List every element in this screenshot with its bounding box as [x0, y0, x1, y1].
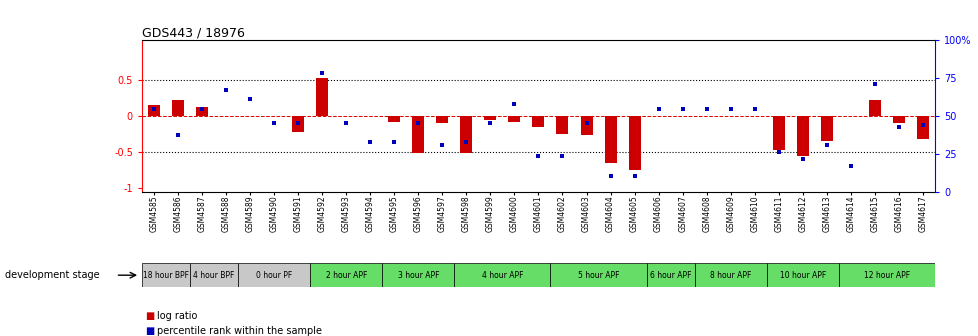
Bar [820, 116, 832, 141]
Text: 12 hour APF: 12 hour APF [863, 271, 909, 280]
Bar [892, 116, 904, 123]
Bar [766, 263, 838, 287]
Bar [381, 263, 454, 287]
Bar [142, 263, 190, 287]
Text: 0 hour PF: 0 hour PF [255, 271, 292, 280]
Text: 2 hour APF: 2 hour APF [326, 271, 367, 280]
Bar [532, 116, 544, 127]
Bar [916, 116, 928, 139]
Bar [772, 116, 784, 151]
Bar [628, 116, 640, 170]
Text: 8 hour APF: 8 hour APF [709, 271, 750, 280]
Text: 4 hour APF: 4 hour APF [481, 271, 522, 280]
Bar [484, 116, 496, 120]
Text: 10 hour APF: 10 hour APF [778, 271, 825, 280]
Bar [838, 263, 934, 287]
Text: 4 hour BPF: 4 hour BPF [194, 271, 235, 280]
Text: development stage: development stage [5, 270, 100, 280]
Bar [508, 116, 520, 122]
Bar [556, 116, 568, 134]
Text: GDS443 / 18976: GDS443 / 18976 [142, 26, 244, 39]
Bar [645, 263, 694, 287]
Bar [603, 116, 616, 163]
Text: ■: ■ [145, 326, 154, 336]
Bar [412, 116, 423, 153]
Text: log ratio: log ratio [156, 311, 197, 321]
Text: 18 hour BPF: 18 hour BPF [143, 271, 189, 280]
Bar [694, 263, 766, 287]
Bar [172, 100, 184, 116]
Bar [291, 116, 304, 132]
Bar [796, 116, 808, 156]
Text: 6 hour APF: 6 hour APF [649, 271, 690, 280]
Text: 5 hour APF: 5 hour APF [577, 271, 619, 280]
Text: percentile rank within the sample: percentile rank within the sample [156, 326, 322, 336]
Text: ■: ■ [145, 311, 154, 321]
Text: 3 hour APF: 3 hour APF [397, 271, 438, 280]
Bar [436, 116, 448, 123]
Bar [148, 105, 159, 116]
Bar [238, 263, 310, 287]
Bar [388, 116, 400, 122]
Bar [460, 116, 471, 153]
Bar [580, 116, 592, 135]
Bar [310, 263, 381, 287]
Bar [190, 263, 238, 287]
Bar [867, 100, 880, 116]
Bar [316, 79, 328, 116]
Bar [454, 263, 550, 287]
Bar [196, 107, 207, 116]
Bar [550, 263, 645, 287]
